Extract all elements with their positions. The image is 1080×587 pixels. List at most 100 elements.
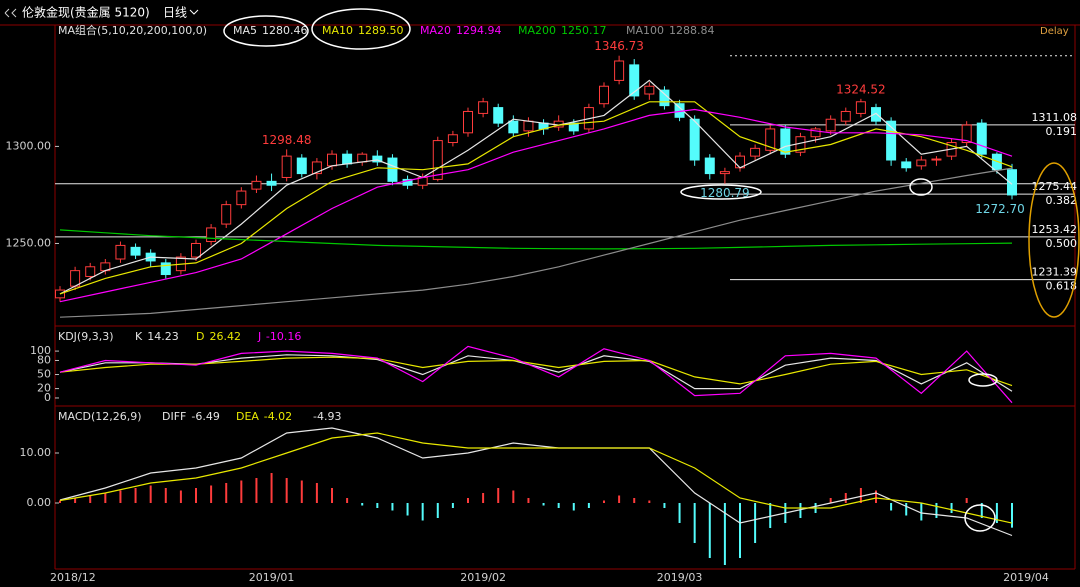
legend-name: MA5 [233, 24, 257, 37]
pane-title: MA组合(5,10,20,200,100,0) [58, 23, 207, 37]
candle-body [478, 101, 489, 114]
candle-body [750, 147, 761, 157]
legend-name: MA200 [518, 24, 556, 37]
indicator-line [59, 79, 1013, 295]
candle-body [296, 157, 307, 175]
nav-icon[interactable] [4, 8, 17, 18]
candle-body [765, 128, 776, 151]
candle-body [916, 159, 927, 167]
candle-body [689, 118, 700, 161]
candle-body [780, 128, 791, 155]
candle-body [327, 153, 337, 167]
highlight [1028, 162, 1080, 318]
fib-value: 1231.39 [1032, 266, 1078, 279]
candle-body [961, 124, 972, 144]
candle-body [871, 107, 881, 122]
status: Delay [1040, 26, 1069, 37]
period[interactable]: 日线 [163, 6, 187, 20]
legend-entry: MA20 1294.94 [420, 24, 502, 37]
x-tick-label: 2019/03 [657, 571, 703, 584]
fib-ratio: 0.500 [1046, 237, 1078, 250]
plot: 1300.00 1250.00 MA组合(5,10,20,200,100,0) 131… [6, 23, 1078, 584]
candle-body [160, 262, 171, 276]
candle-body [266, 180, 277, 186]
y-tick-label: 10.00 [20, 446, 52, 459]
candle-body [976, 122, 987, 155]
legend-value: -10.16 [266, 330, 301, 343]
candle-body [463, 110, 473, 134]
candle-body [236, 190, 247, 206]
x-tick-label: 2018/12 [50, 571, 96, 584]
highlight [909, 178, 933, 196]
legend-name: DIFF [162, 410, 186, 423]
y-tick-label: 0 [44, 391, 51, 404]
candle-body [281, 155, 292, 178]
candle-body [810, 128, 821, 138]
fib-ratio: 0.382 [1046, 194, 1078, 207]
y-tick-label: 1300.00 [6, 139, 52, 152]
candle-body [372, 155, 383, 163]
candle-body [614, 60, 625, 81]
candle-body [855, 101, 866, 114]
indicator-line [59, 427, 1013, 537]
candle-body [221, 204, 232, 225]
candle-body [523, 120, 534, 132]
legend-value: -4.02 [264, 410, 292, 423]
candle-body [825, 118, 836, 132]
fib-ratio: 0.618 [1046, 280, 1078, 293]
candle-body [1007, 169, 1017, 196]
y-tick-label: 50 [37, 368, 51, 381]
legend-value: 1280.46 [262, 24, 308, 37]
candle-body [991, 153, 1002, 171]
indicator-line [59, 432, 1013, 524]
indicator-line [59, 108, 1013, 303]
candle-body [508, 120, 519, 134]
legend-name: MA100 [626, 24, 664, 37]
candle-body [493, 107, 504, 124]
candle-body [599, 85, 609, 105]
candle-body [568, 122, 579, 132]
legend-value: 14.23 [147, 330, 179, 343]
legend-value: 1289.50 [358, 24, 404, 37]
legend-value: 1294.94 [456, 24, 502, 37]
candle-body [342, 153, 353, 165]
candle-body [931, 158, 942, 161]
legend-entry: MA200 1250.17 [518, 24, 607, 37]
legend-entry: DIFF -6.49 [162, 410, 220, 423]
x-tick-label: 2019/02 [460, 571, 506, 584]
candle-body [719, 171, 730, 175]
legend-name: MA20 [420, 24, 451, 37]
fib-value: 1311.08 [1032, 111, 1078, 124]
legend-entry: MA5 1280.46 [233, 24, 308, 37]
candle-body [130, 246, 141, 256]
candle-body [644, 85, 655, 95]
pane-title: KDJ(9,3,3) [58, 330, 114, 343]
candle-body [115, 244, 126, 260]
candle-body [447, 134, 458, 144]
legend-name: MA10 [322, 24, 353, 37]
x-tick-label: 2019/01 [249, 571, 295, 584]
highlight [311, 8, 411, 50]
legend-entry: D 26.42 [196, 330, 241, 343]
legend-value: -4.93 [313, 410, 341, 423]
legend-name: D [196, 330, 204, 343]
candle-body [432, 140, 443, 180]
candle-body [886, 120, 897, 161]
low-label: 1272.70 [975, 202, 1025, 216]
legend-entry: K 14.23 [135, 330, 179, 343]
low-label: 1280.79 [700, 186, 750, 200]
legend-entry: MA100 1288.84 [626, 24, 715, 37]
period-dropdown[interactable] [189, 9, 199, 15]
highlight [964, 504, 996, 532]
high-label: 1298.48 [262, 133, 312, 147]
candle-body [357, 153, 368, 163]
candle-body [629, 64, 640, 97]
candle-body [402, 178, 413, 186]
y-tick-label: 100 [30, 344, 51, 357]
high-label: 1346.73 [594, 39, 644, 53]
fib-value: 1253.42 [1032, 223, 1078, 236]
candle-body [901, 161, 912, 169]
